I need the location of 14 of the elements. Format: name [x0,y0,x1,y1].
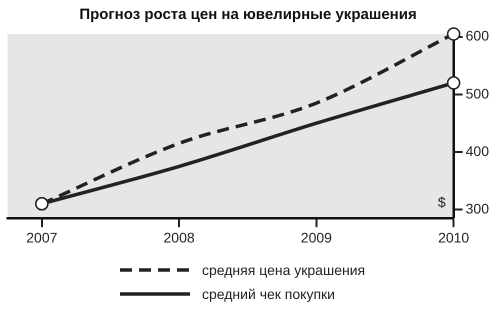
y-axis-title: $ [438,194,446,210]
legend-label: средний чек покупки [202,286,335,302]
y-tick-label: 600 [466,28,490,44]
x-tick-label: 2008 [164,229,195,246]
x-tick-label: 2007 [26,229,58,246]
chart-title: Прогноз роста цен на ювелирные украшения [79,6,417,24]
legend-label: средняя цена украшения [202,262,366,278]
point [446,27,460,41]
point [446,76,460,90]
x-tick-label: 2009 [300,229,332,246]
y-tick-label: 500 [466,85,490,102]
y-tick-label: 300 [466,200,490,216]
y-tick-label: 400 [466,142,490,159]
x-tick-label: 2010 [438,229,470,246]
